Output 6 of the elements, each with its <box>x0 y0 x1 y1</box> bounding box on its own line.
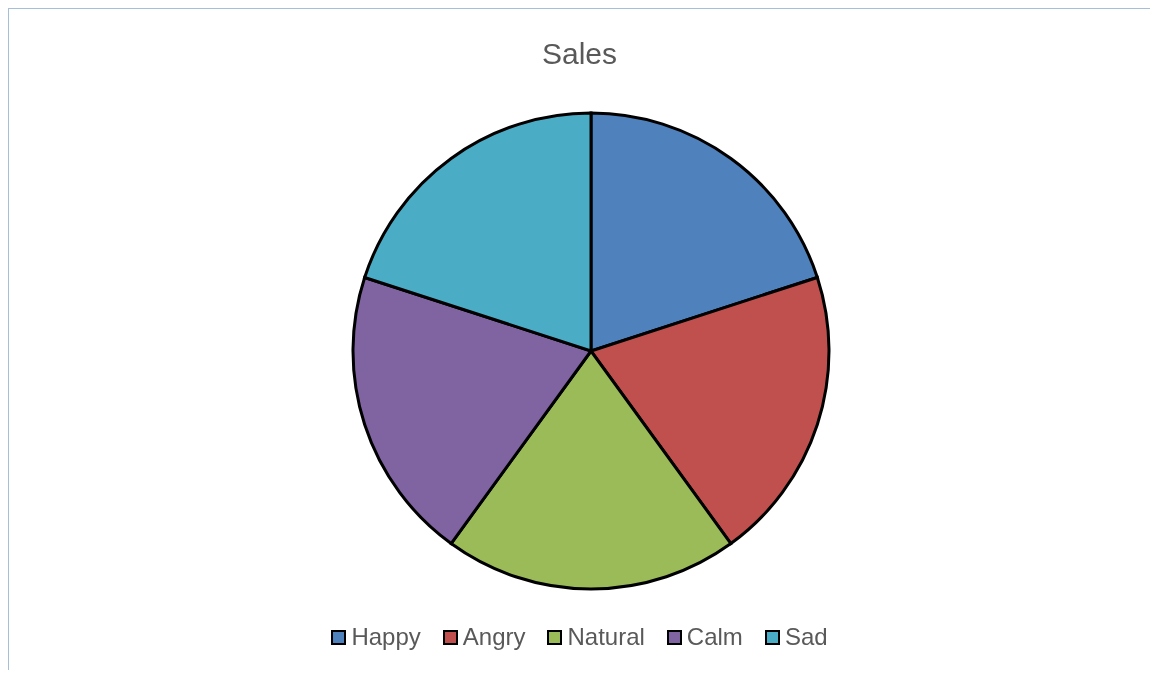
legend-label: Sad <box>784 623 828 651</box>
chart-title: Sales <box>540 37 618 71</box>
legend-label: Natural <box>567 623 645 651</box>
legend-label: Calm <box>686 623 743 651</box>
legend-label: Angry <box>462 623 526 651</box>
legend-label: Happy <box>351 623 421 651</box>
